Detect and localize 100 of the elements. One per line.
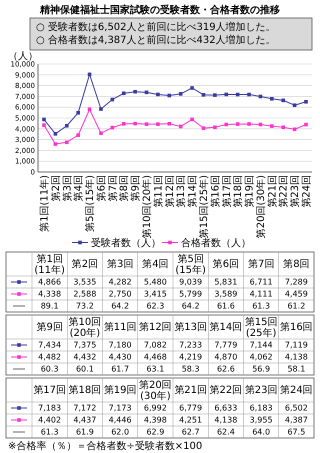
data-label: 4,866	[38, 278, 62, 286]
data-label: 3,589	[214, 290, 238, 298]
x-tick-label: 第8回	[118, 175, 130, 202]
data-label: 61.3	[252, 302, 270, 310]
data-label: 62.0	[111, 428, 130, 436]
point	[99, 107, 103, 111]
point	[144, 90, 148, 94]
x-tick-label: 第21回	[266, 175, 278, 208]
data-label: 60.3	[40, 364, 59, 374]
point	[64, 140, 69, 144]
category-label: 第12回	[139, 321, 172, 333]
data-label: 61.2	[287, 302, 306, 310]
category-label: 第14回	[210, 321, 242, 333]
data-label: 3,535	[73, 278, 96, 286]
x-tick-label: 第17回	[220, 175, 233, 208]
data-label: 7,375	[73, 340, 96, 350]
point	[236, 92, 240, 96]
x-tick-label: 第2回	[50, 175, 62, 202]
category-label: 第7回	[248, 258, 274, 270]
point	[281, 98, 286, 102]
data-label: 9,039	[179, 278, 202, 286]
data-label: 62.9	[146, 428, 164, 436]
point	[258, 94, 262, 98]
x-tick-label: 第13回	[175, 175, 188, 208]
data-label: 61.3	[40, 428, 59, 436]
x-tick-label: 第9回	[130, 175, 142, 202]
x-tick-label: 第14回	[186, 175, 199, 208]
chart-title: 精神保健福祉士国家試験の受験者数・合格者数の推移	[39, 4, 280, 16]
x-tick-label: 第1回(11年)	[38, 174, 50, 232]
point	[202, 126, 206, 130]
data-label: 6,502	[284, 404, 308, 412]
data-label: 4,111	[250, 290, 273, 298]
x-tick-label: 第11回	[152, 175, 164, 208]
point	[122, 91, 126, 96]
data-label: 2,750	[108, 290, 132, 298]
data-label: 4,432	[73, 352, 96, 362]
point	[202, 93, 206, 97]
point	[76, 133, 80, 137]
data-label: 2,588	[73, 290, 96, 298]
data-label: 4,338	[38, 290, 62, 298]
data-label: 58.3	[182, 364, 200, 374]
point	[42, 118, 46, 122]
point	[168, 94, 172, 98]
category-label: 第21回	[174, 384, 207, 396]
data-label: 62.6	[216, 364, 235, 374]
x-tick-label: 第4回	[72, 175, 85, 202]
point	[213, 93, 217, 97]
point	[168, 122, 172, 126]
x-tick-label: 第15回(25年)	[198, 174, 210, 238]
point	[304, 100, 308, 104]
data-label: 6,711	[250, 278, 273, 286]
point	[156, 122, 160, 126]
x-tick-label: 第16回	[209, 175, 222, 208]
data-label: 4,446	[108, 416, 132, 424]
point	[76, 111, 80, 115]
point	[190, 86, 194, 90]
category-label: 第19回	[104, 384, 136, 396]
x-tick-label: 第6回	[95, 175, 108, 202]
data-label: 63.1	[146, 364, 164, 374]
data-label: 62.7	[182, 428, 200, 436]
text: ○ 合格者数は4,387人と前回に比べ432人増加した。	[36, 34, 276, 46]
data-label: 6,633	[214, 404, 238, 412]
category-label: 第15回(25年)	[244, 316, 278, 339]
data-label: 5,799	[179, 290, 202, 298]
point	[64, 124, 69, 128]
category-label: 第9回	[36, 321, 63, 333]
data-label: 4,251	[179, 416, 202, 424]
point	[270, 124, 274, 128]
category-label: 第8回	[283, 258, 310, 270]
x-tick-label: 第20回(30年)	[254, 174, 267, 238]
data-label: 56.9	[252, 364, 270, 374]
data-label: 4,459	[284, 290, 308, 298]
x-tick-label: 第12回	[164, 175, 176, 208]
data-label: 73.2	[76, 302, 94, 310]
point	[224, 92, 228, 96]
x-tick-label: 第10回(20年)	[141, 174, 154, 238]
point	[99, 131, 103, 136]
category-label: 第17回	[33, 384, 66, 396]
data-label: 4,430	[108, 352, 132, 362]
data-label: 4,138	[284, 352, 308, 362]
data-label: 61.7	[111, 364, 130, 374]
x-tick-label: 第5回(15年)	[84, 174, 96, 232]
category-label: 第24回	[280, 384, 313, 396]
data-label: 61.6	[216, 302, 235, 310]
point	[88, 108, 92, 112]
data-label: 4,437	[73, 416, 96, 424]
category-label: 第1回(11年)	[34, 253, 65, 276]
data-label: 4,468	[144, 352, 167, 362]
point	[247, 92, 251, 96]
point	[54, 142, 58, 146]
data-label: 4,138	[214, 416, 238, 424]
point	[88, 72, 92, 76]
data-label: 7,119	[284, 340, 308, 350]
data-label: 62.3	[146, 302, 164, 310]
point	[213, 126, 217, 130]
point	[247, 122, 251, 126]
legend-label: 受験者数（人）	[91, 237, 161, 249]
point	[144, 122, 148, 126]
data-label: 7,779	[214, 340, 238, 350]
point	[178, 92, 182, 96]
